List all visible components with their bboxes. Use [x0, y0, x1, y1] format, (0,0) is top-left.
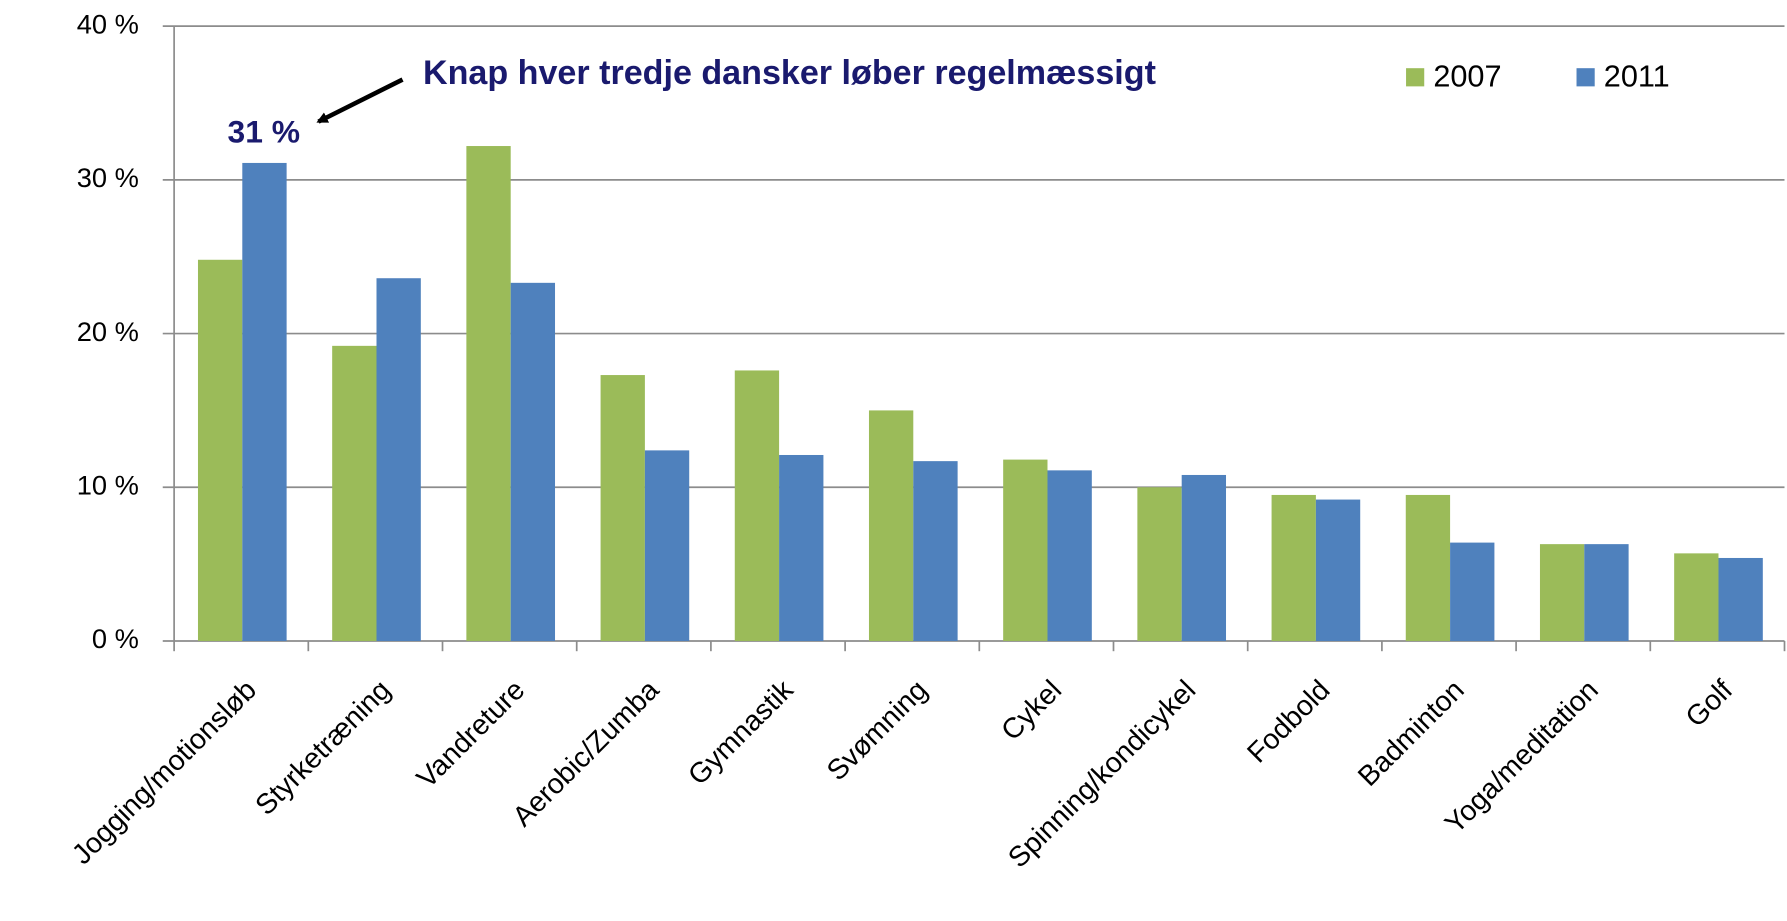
x-tick-label: Vandreture [411, 674, 532, 795]
bar [1405, 494, 1451, 641]
bar [1047, 470, 1092, 641]
bar [1271, 494, 1316, 641]
annotation: 31 % [228, 114, 301, 150]
bar [644, 450, 690, 641]
y-tick-label: 10 % [77, 469, 139, 500]
legend-label: 2007 [1433, 59, 1501, 94]
y-tick-label: 30 % [77, 162, 139, 193]
bar [868, 410, 914, 641]
bar [600, 375, 645, 641]
bar [376, 278, 421, 641]
x-tick-label: Styrketræning [249, 674, 397, 822]
x-tick-label: Jogging/motionsløb [66, 674, 263, 871]
x-tick-label: Cykel [995, 674, 1068, 747]
bar [1584, 544, 1629, 641]
bar [1181, 474, 1227, 641]
bar [1539, 544, 1585, 641]
y-tick-label: 0 % [92, 623, 139, 654]
bar [466, 146, 511, 641]
bar [1674, 553, 1719, 641]
bar [1718, 557, 1763, 641]
y-tick-label: 20 % [77, 316, 139, 347]
bar [1137, 487, 1182, 641]
x-tick-label: Fodbold [1241, 674, 1336, 769]
bar [734, 370, 780, 641]
legend-swatch [1576, 68, 1595, 87]
bar [510, 282, 556, 641]
legend-label: 2011 [1604, 59, 1670, 94]
annotation-arrow [316, 77, 404, 124]
bar [913, 461, 958, 641]
bar [197, 259, 243, 641]
x-tick-label: Golf [1680, 674, 1740, 734]
x-tick-label: Svømning [821, 674, 934, 787]
legend-swatch [1406, 68, 1425, 87]
x-tick-label: Badminton [1352, 674, 1471, 793]
bar [242, 162, 287, 641]
x-tick-label: Aerobic/Zumba [507, 674, 666, 833]
bar [1003, 459, 1048, 641]
y-tick-label: 40 % [77, 8, 139, 39]
x-tick-label: Gymnastik [682, 673, 800, 791]
bar [779, 454, 824, 641]
annotation: Knap hver tredje dansker løber regelmæss… [423, 54, 1156, 92]
bar [332, 345, 377, 641]
bar [1450, 542, 1495, 641]
bar [1315, 499, 1361, 641]
